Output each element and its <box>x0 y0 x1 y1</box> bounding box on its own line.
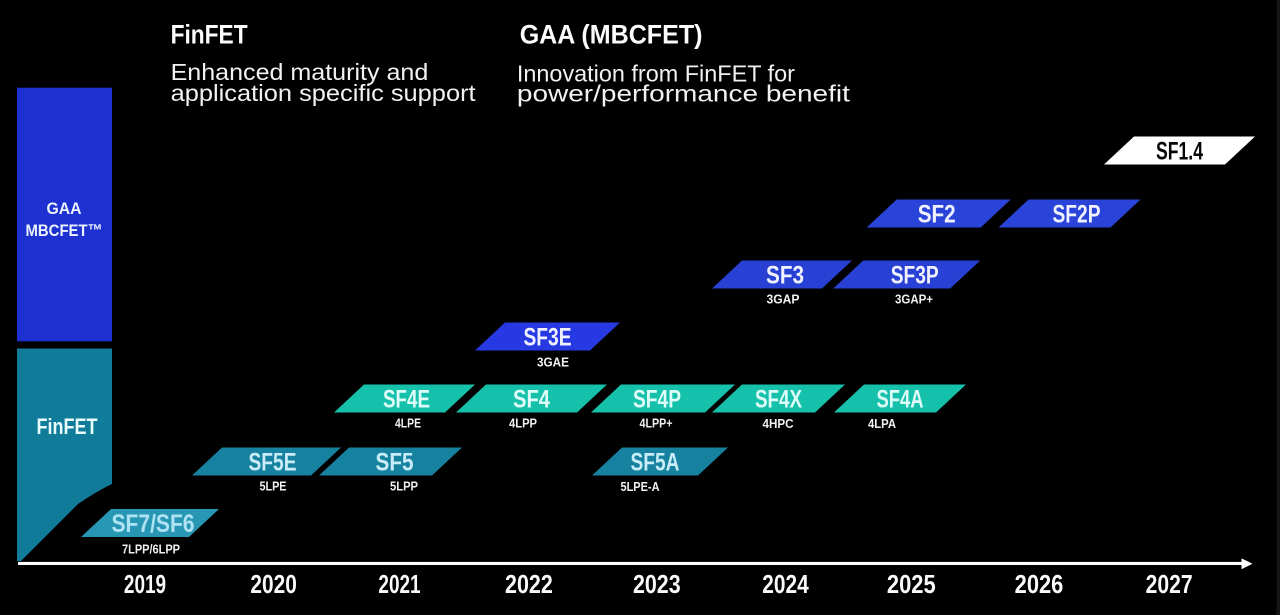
svg-text:2027: 2027 <box>1146 571 1193 599</box>
svg-text:2025: 2025 <box>887 571 936 599</box>
svg-text:application specific support: application specific support <box>171 80 476 106</box>
svg-text:SF4X: SF4X <box>755 385 802 413</box>
svg-text:Enhanced maturity and: Enhanced maturity and <box>171 59 429 85</box>
svg-text:SF7/SF6: SF7/SF6 <box>112 510 195 538</box>
svg-text:SF4P: SF4P <box>633 385 681 413</box>
svg-text:MBCFET™: MBCFET™ <box>26 221 103 240</box>
svg-text:5LPE-A: 5LPE-A <box>621 479 660 494</box>
svg-text:2022: 2022 <box>505 571 553 599</box>
svg-text:SF3: SF3 <box>766 261 804 289</box>
svg-text:SF2: SF2 <box>918 200 956 228</box>
svg-text:SF4: SF4 <box>513 385 550 413</box>
svg-text:4LPP: 4LPP <box>509 416 537 431</box>
svg-text:3GAE: 3GAE <box>537 354 569 369</box>
svg-text:4HPC: 4HPC <box>763 416 794 431</box>
svg-text:3GAP: 3GAP <box>767 291 800 306</box>
svg-text:2024: 2024 <box>762 571 809 599</box>
svg-text:2023: 2023 <box>633 571 681 599</box>
svg-text:3GAP+: 3GAP+ <box>895 291 933 306</box>
svg-text:2021: 2021 <box>378 571 420 599</box>
svg-text:SF3E: SF3E <box>524 323 572 351</box>
svg-text:2020: 2020 <box>250 571 296 599</box>
svg-text:SF5: SF5 <box>376 448 414 476</box>
svg-text:Innovation from FinFET for: Innovation from FinFET for <box>517 60 795 86</box>
svg-text:4LPE: 4LPE <box>395 416 421 431</box>
svg-text:4LPA: 4LPA <box>868 416 896 431</box>
svg-text:power/performance benefit: power/performance benefit <box>517 80 851 106</box>
svg-text:GAA (MBCFET): GAA (MBCFET) <box>520 19 703 49</box>
svg-text:SF4E: SF4E <box>383 385 430 413</box>
svg-text:2019: 2019 <box>124 571 166 599</box>
svg-text:5LPP: 5LPP <box>390 479 418 494</box>
svg-text:7LPP/6LPP: 7LPP/6LPP <box>122 542 180 557</box>
svg-text:FinFET: FinFET <box>37 414 98 439</box>
svg-text:SF4A: SF4A <box>877 385 924 413</box>
svg-text:SF5A: SF5A <box>631 448 680 476</box>
svg-text:5LPE: 5LPE <box>260 479 287 494</box>
svg-text:FinFET: FinFET <box>171 19 248 49</box>
svg-text:SF3P: SF3P <box>891 261 939 289</box>
svg-text:SF1.4: SF1.4 <box>1156 137 1203 165</box>
svg-text:4LPP+: 4LPP+ <box>640 416 673 431</box>
svg-text:GAA: GAA <box>47 199 82 218</box>
svg-text:SF2P: SF2P <box>1053 200 1101 228</box>
svg-text:SF5E: SF5E <box>249 448 297 476</box>
svg-text:2026: 2026 <box>1015 571 1064 599</box>
